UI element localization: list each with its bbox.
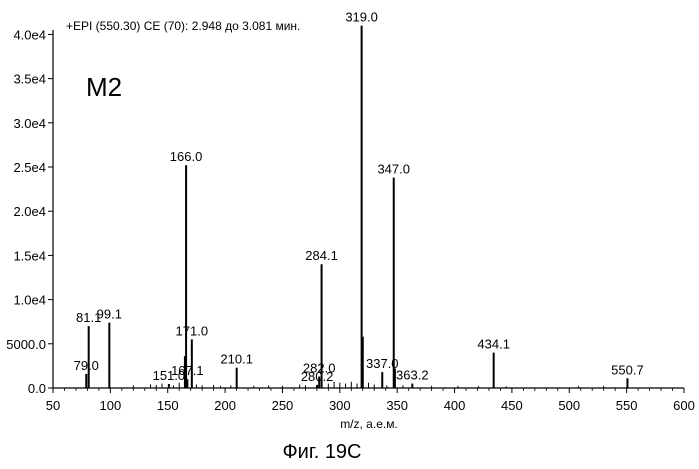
peak-label: 282.0 bbox=[303, 361, 336, 376]
peaks bbox=[86, 26, 627, 388]
peak-label: 284.1 bbox=[305, 248, 338, 263]
peak-label: 171.0 bbox=[176, 323, 209, 338]
x-tick-label: 350 bbox=[386, 398, 408, 413]
peak-label: 319.0 bbox=[345, 10, 378, 25]
x-axis-ticks: 50 100 150 200 250 300 350 400 450 500 550 600 bbox=[46, 388, 695, 413]
minor-peaks bbox=[133, 382, 603, 388]
peak-label: 347.0 bbox=[377, 162, 410, 177]
x-tick-label: 500 bbox=[558, 398, 580, 413]
y-tick-label: 1.5e4 bbox=[13, 248, 46, 263]
x-tick-label: 50 bbox=[46, 398, 60, 413]
y-tick-label: 3.0e4 bbox=[13, 116, 46, 131]
y-axis-ticks: 0.0 5000.0 1.0e4 1.5e4 2.0e4 2.5e4 3.0e4 3.5e4 4… bbox=[6, 27, 53, 396]
y-tick-label: 1.0e4 bbox=[13, 293, 46, 308]
y-tick-label: 5000.0 bbox=[6, 337, 46, 352]
x-axis-label: m/z, а.е.м. bbox=[340, 417, 398, 431]
peak-label: 166.0 bbox=[170, 149, 203, 164]
peak-label: 363.2 bbox=[396, 368, 429, 383]
peak-label: 337.0 bbox=[366, 356, 399, 371]
figure-caption: Фиг. 19С bbox=[282, 441, 361, 463]
x-tick-label: 300 bbox=[329, 398, 351, 413]
peak-label: 79.0 bbox=[74, 358, 99, 373]
peak-label: 210.1 bbox=[220, 352, 253, 367]
peak-label: 434.1 bbox=[477, 337, 510, 352]
x-tick-label: 200 bbox=[214, 398, 236, 413]
peak-label: 167.1 bbox=[171, 363, 204, 378]
x-tick-label: 450 bbox=[501, 398, 523, 413]
y-tick-label: 3.5e4 bbox=[13, 72, 46, 87]
x-tick-label: 250 bbox=[272, 398, 294, 413]
x-tick-label: 400 bbox=[444, 398, 466, 413]
x-tick-label: 550 bbox=[616, 398, 638, 413]
y-tick-label: 0.0 bbox=[28, 381, 46, 396]
axes bbox=[53, 30, 684, 388]
y-tick-label: 4.0e4 bbox=[13, 27, 46, 42]
x-tick-label: 150 bbox=[157, 398, 179, 413]
peak-labels: 79.081.199.1151.0166.0167.1171.0210.1280… bbox=[74, 10, 644, 384]
x-tick-label: 100 bbox=[100, 398, 122, 413]
y-tick-label: 2.0e4 bbox=[13, 204, 46, 219]
x-tick-label: 600 bbox=[673, 398, 695, 413]
compound-label: M2 bbox=[86, 72, 122, 102]
y-tick-label: 2.5e4 bbox=[13, 160, 46, 175]
peak-label: 99.1 bbox=[97, 307, 122, 322]
chart-header: +EPI (550.30) CE (70): 2.948 до 3.081 ми… bbox=[66, 19, 300, 33]
peak-label: 550.7 bbox=[611, 362, 644, 377]
